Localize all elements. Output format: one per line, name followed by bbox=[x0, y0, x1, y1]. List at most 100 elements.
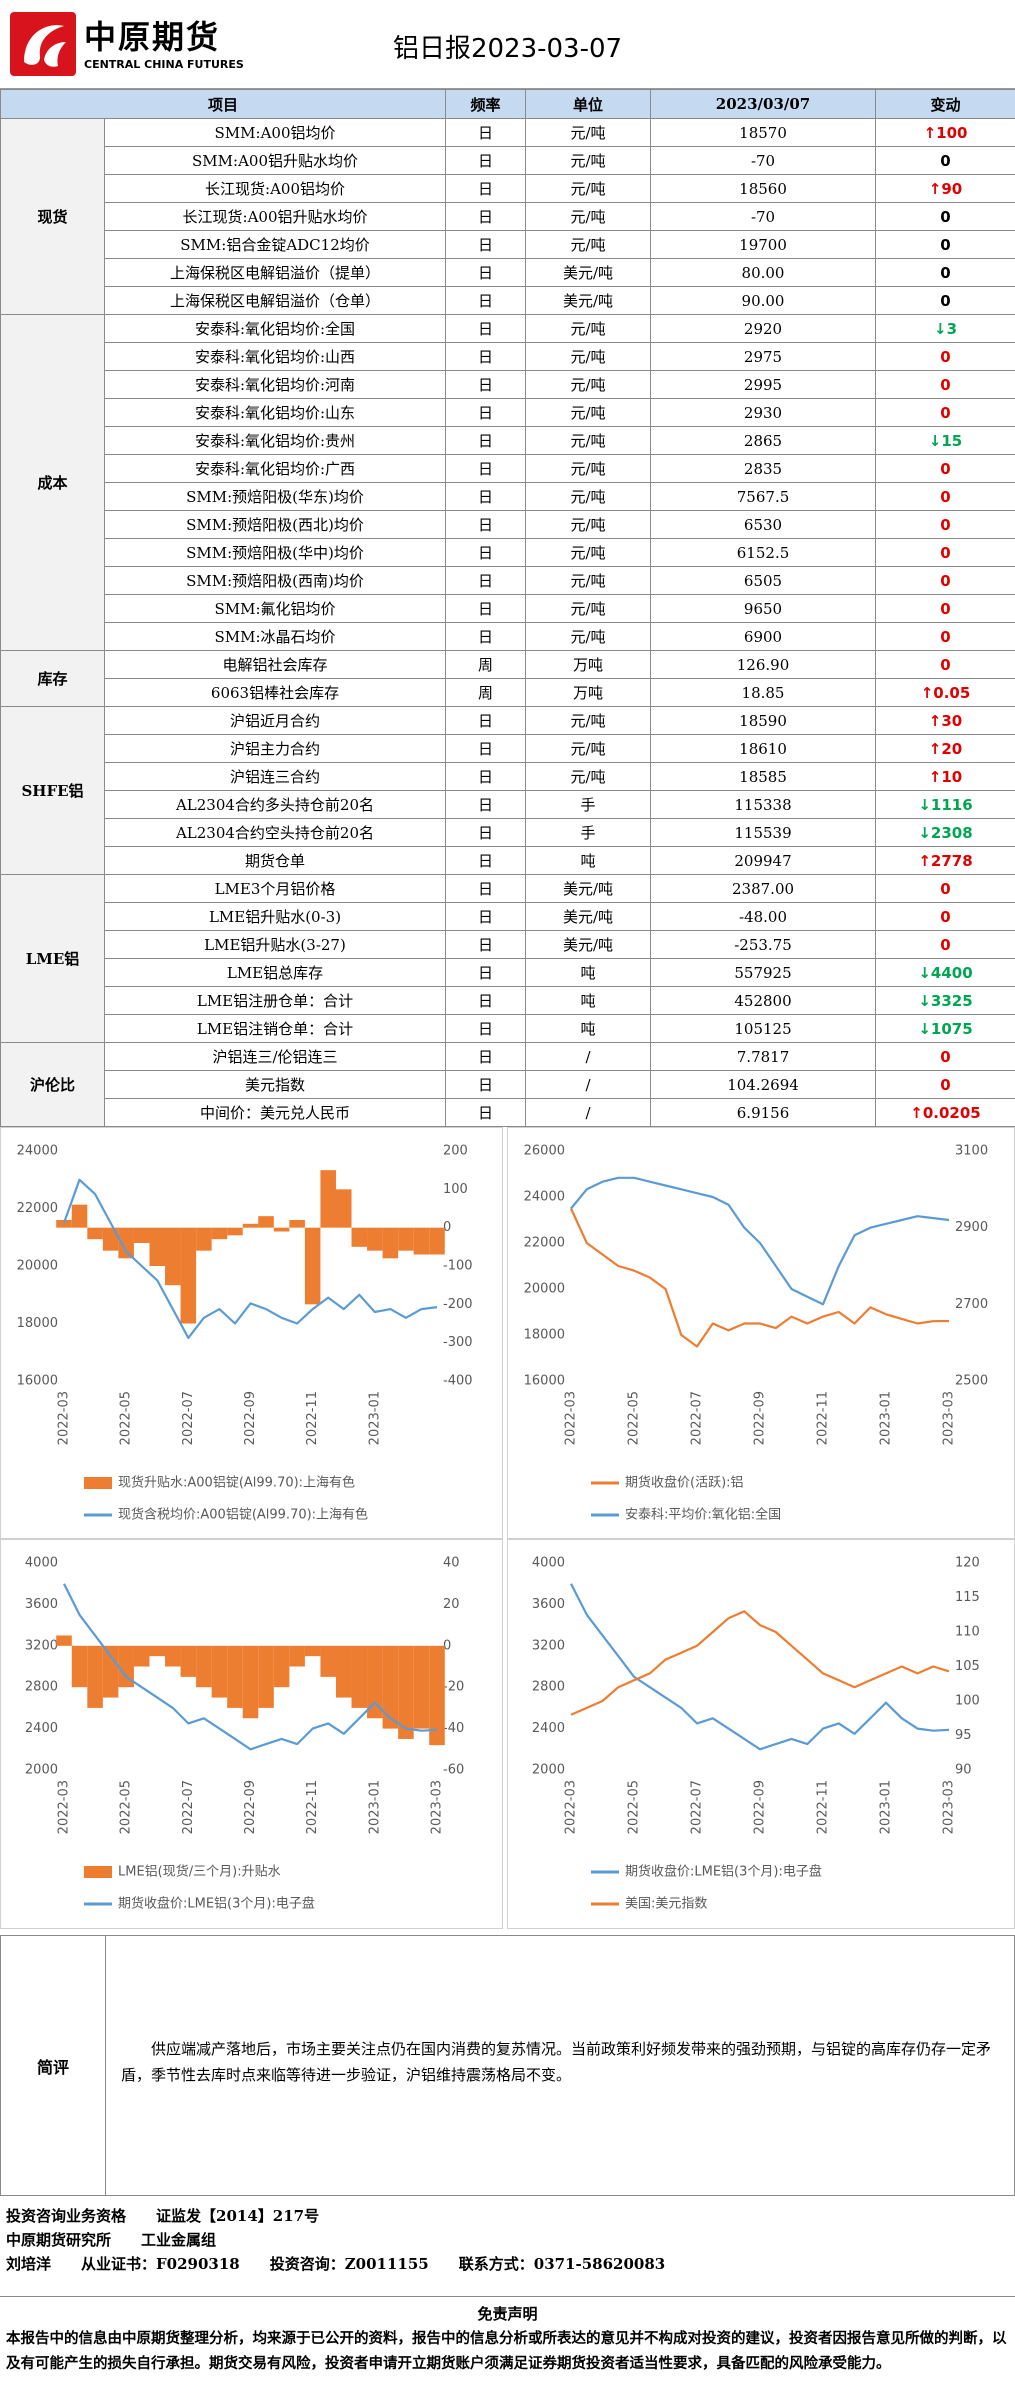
x-tick-label: 2022-11 bbox=[816, 1391, 831, 1445]
cell-change: 0 bbox=[875, 1070, 1015, 1099]
report-title: 铝日报2023-03-07 bbox=[392, 34, 623, 64]
legend-label: 现货含税均价:A00铝锭(Al99.70):上海有色 bbox=[118, 1507, 368, 1523]
cell-freq: 日 bbox=[445, 538, 527, 567]
cell-value: 18610 bbox=[650, 734, 877, 763]
y2-tick-label: 2900 bbox=[955, 1220, 988, 1235]
bar bbox=[87, 1227, 103, 1240]
cell-freq: 日 bbox=[445, 594, 527, 623]
cell-change: 0 bbox=[875, 258, 1015, 287]
cell-change: ↓3325 bbox=[875, 986, 1015, 1015]
cell-change: 0 bbox=[875, 454, 1015, 483]
logo-text: 中原期货 bbox=[84, 18, 221, 56]
cell-item: SMM:冰晶石均价 bbox=[103, 622, 447, 651]
bar bbox=[289, 1220, 305, 1228]
bar bbox=[258, 1216, 274, 1228]
footer-item: 工业金属组 bbox=[141, 2231, 217, 2249]
x-tick-label: 2022-05 bbox=[627, 1391, 642, 1445]
logo-subtext: CENTRAL CHINA FUTURES bbox=[84, 58, 244, 71]
cell-freq: 日 bbox=[445, 958, 527, 987]
footer-item: 证监发【2014】217号 bbox=[156, 2207, 320, 2225]
y2-tick-label: 2700 bbox=[955, 1297, 988, 1312]
cell-change: 0 bbox=[875, 482, 1015, 511]
chart: 2000 2400 2800 3200 3600 4000 90 95 100 105 110 115… bbox=[507, 1539, 1015, 1929]
bar bbox=[149, 1645, 166, 1657]
cell-unit: 元/吨 bbox=[525, 538, 652, 567]
cell-change: 0 bbox=[875, 202, 1015, 231]
cell-freq: 日 bbox=[445, 1098, 527, 1127]
cell-change: 0 bbox=[875, 874, 1015, 903]
y2-tick-label: 0 bbox=[443, 1220, 451, 1235]
bar bbox=[258, 1645, 274, 1708]
cell-item: 沪铝连三合约 bbox=[103, 762, 447, 791]
table-row: 6063铝棒社会库存周万吨 18.85 ↑0.05 bbox=[1, 678, 1015, 707]
cell-unit: 元/吨 bbox=[525, 762, 652, 791]
y-tick-label: 24000 bbox=[524, 1190, 565, 1205]
table-row: 现货 SMM:A00铝均价日元/吨 18570 ↑100 bbox=[0, 118, 1015, 315]
cell-unit: 元/吨 bbox=[525, 510, 652, 539]
cell-change: ↓3 bbox=[875, 314, 1015, 343]
cell-unit: 美元/吨 bbox=[525, 286, 652, 315]
footer-line: 中原期货研究所 工业金属组 bbox=[6, 2228, 1006, 2252]
column-header: 频率 bbox=[445, 89, 527, 119]
bar bbox=[165, 1645, 181, 1667]
y-tick-label: 2000 bbox=[25, 1763, 58, 1778]
x-tick-label: 2022-05 bbox=[119, 1780, 134, 1834]
x-tick-label: 2023-03 bbox=[942, 1780, 957, 1834]
cell-freq: 日 bbox=[445, 454, 527, 483]
cell-change: ↑20 bbox=[875, 734, 1015, 763]
cell-unit: 吨 bbox=[525, 1014, 652, 1043]
bar bbox=[320, 1645, 336, 1677]
cell-freq: 日 bbox=[445, 902, 527, 931]
cell-item: LME铝升贴水(0-3) bbox=[103, 902, 447, 931]
table-row: SMM:预焙阳极(华中)均价日元/吨 6152.5 0 bbox=[1, 538, 1015, 567]
bar bbox=[102, 1227, 119, 1251]
bar bbox=[413, 1645, 430, 1729]
cell-item: SMM:预焙阳极(西南)均价 bbox=[103, 566, 447, 595]
cell-unit: 吨 bbox=[525, 846, 652, 875]
x-tick-label: 2022-09 bbox=[243, 1780, 258, 1834]
table-row: 上海保税区电解铝溢价（提单）日美元/吨 80.00 0 bbox=[1, 258, 1015, 287]
bar bbox=[242, 1223, 259, 1228]
cell-unit: 美元/吨 bbox=[525, 874, 652, 903]
chart: 16000 18000 20000 22000 24000 -400 -300 -200 -10… bbox=[0, 1127, 503, 1539]
x-tick-label: 2022-03 bbox=[564, 1780, 579, 1834]
table-row: SMM:冰晶石均价日元/吨 6900 0 bbox=[1, 622, 1015, 651]
legend-label: 安泰科:平均价:氧化铝:全国 bbox=[625, 1507, 781, 1523]
cell-unit: 元/吨 bbox=[525, 202, 652, 231]
cell-value: 557925 bbox=[650, 958, 877, 987]
cell-value: 2975 bbox=[650, 342, 877, 371]
cell-value: 126.90 bbox=[650, 650, 877, 679]
bar bbox=[351, 1227, 368, 1247]
cell-change: 0 bbox=[875, 510, 1015, 539]
table-row: 美元指数日/104.2694 0 bbox=[1, 1070, 1015, 1099]
y-tick-label: 4000 bbox=[25, 1556, 58, 1571]
line bbox=[569, 1208, 950, 1348]
bar bbox=[165, 1227, 181, 1286]
cell-item: LME铝注销仓单：合计 bbox=[103, 1014, 447, 1043]
table-row: LME铝总库存日吨 557925 ↓4400 bbox=[1, 958, 1015, 987]
x-tick-label: 2022-07 bbox=[690, 1780, 705, 1834]
footer-item: 投资咨询业务资格 bbox=[6, 2207, 127, 2225]
header: 中原期货 CENTRAL CHINA FUTURES 铝日报2023-03-07 bbox=[0, 0, 1015, 89]
y-tick-label: 16000 bbox=[17, 1374, 58, 1389]
cell-change: 0 bbox=[875, 902, 1015, 931]
y-tick-label: 3600 bbox=[532, 1597, 565, 1612]
cell-change: 0 bbox=[875, 342, 1015, 371]
cell-unit: 元/吨 bbox=[525, 118, 652, 147]
cell-value: 2995 bbox=[650, 370, 877, 399]
cell-value: -253.75 bbox=[650, 930, 877, 959]
cell-unit: 万吨 bbox=[525, 650, 652, 679]
cell-freq: 日 bbox=[445, 314, 527, 343]
line bbox=[62, 1178, 438, 1339]
bar bbox=[133, 1227, 150, 1243]
bar bbox=[289, 1645, 305, 1667]
cell-value: 6530 bbox=[650, 510, 877, 539]
cell-item: 安泰科:氧化铝均价:全国 bbox=[103, 314, 447, 343]
group-label: 现货 bbox=[0, 118, 105, 315]
cell-item: 安泰科:氧化铝均价:河南 bbox=[103, 370, 447, 399]
cell-change: 0 bbox=[875, 398, 1015, 427]
bar bbox=[242, 1645, 259, 1719]
legend-label: 期货收盘价:LME铝(3个月):电子盘 bbox=[625, 1864, 822, 1880]
cell-item: AL2304合约多头持仓前20名 bbox=[103, 790, 447, 819]
y2-tick-label: 40 bbox=[443, 1556, 460, 1571]
